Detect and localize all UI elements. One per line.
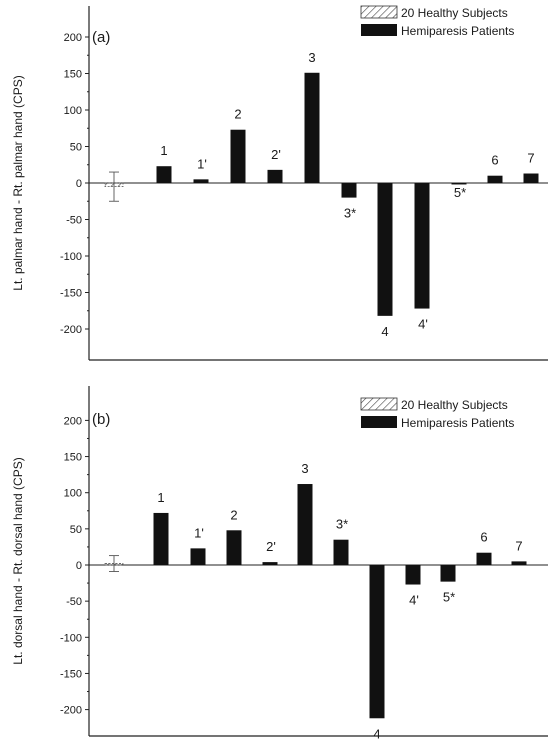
panel-label: (b) bbox=[92, 411, 110, 428]
y-tick-label: -50 bbox=[66, 596, 82, 608]
bar-patient-7 bbox=[369, 565, 385, 719]
bar-patient-11 bbox=[523, 173, 539, 183]
legend-label-patients: Hemiparesis Patients bbox=[401, 416, 514, 430]
bar-patient-3 bbox=[230, 129, 246, 183]
panel-label: (a) bbox=[92, 29, 110, 46]
bar-label-6: 3* bbox=[336, 517, 348, 532]
bar-label-8: 4' bbox=[418, 317, 428, 332]
bar-label-4: 2' bbox=[266, 539, 276, 554]
bar-patient-4 bbox=[267, 169, 283, 183]
bar-label-3: 2 bbox=[234, 107, 241, 122]
y-tick-label: -150 bbox=[60, 668, 82, 680]
bar-patient-2 bbox=[190, 548, 206, 565]
y-tick-label: 100 bbox=[64, 488, 82, 500]
bar-patient-5 bbox=[304, 72, 320, 183]
y-tick-label: -100 bbox=[60, 632, 82, 644]
bar-patient-6 bbox=[333, 539, 349, 565]
bar-patient-2 bbox=[193, 179, 209, 183]
y-tick-label: -200 bbox=[60, 324, 82, 336]
y-tick-label: -100 bbox=[60, 251, 82, 263]
bar-label-11: 7 bbox=[527, 151, 534, 166]
bar-label-7: 4 bbox=[373, 726, 380, 741]
legend-swatch-healthy bbox=[360, 397, 398, 411]
bar-label-11: 7 bbox=[515, 538, 522, 553]
legend-label-healthy: 20 Healthy Subjects bbox=[401, 6, 508, 20]
y-tick-label: -50 bbox=[66, 215, 82, 227]
y-tick-label: 50 bbox=[70, 524, 82, 536]
y-tick-label: 50 bbox=[70, 142, 82, 154]
bar-patient-8 bbox=[414, 183, 430, 309]
panel-b: 200 150 100 50 0 -50 -100 -150 -200 Lt. dorsal ha… bbox=[11, 386, 548, 741]
bar-patient-10 bbox=[476, 552, 492, 565]
legend-label-patients: Hemiparesis Patients bbox=[401, 24, 514, 38]
legend-swatch-patients bbox=[361, 416, 397, 428]
y-tick-label: -150 bbox=[60, 288, 82, 300]
bar-patient-4 bbox=[262, 562, 278, 565]
bar-label-4: 2' bbox=[271, 147, 281, 162]
legend-swatch-healthy bbox=[360, 5, 398, 19]
bar-patient-5 bbox=[297, 484, 313, 565]
bar-label-5: 3 bbox=[308, 50, 315, 65]
y-tick-label: 0 bbox=[76, 178, 82, 190]
y-tick-label: 150 bbox=[64, 69, 82, 81]
bar-label-2: 1' bbox=[197, 156, 207, 171]
y-tick-label: 100 bbox=[64, 105, 82, 117]
bar-patient-9 bbox=[440, 565, 456, 582]
bar-patient-1 bbox=[156, 166, 172, 183]
bar-patient-11 bbox=[511, 561, 527, 565]
legend-swatch-patients bbox=[361, 24, 397, 36]
bar-label-8: 4' bbox=[409, 593, 419, 608]
legend-label-healthy: 20 Healthy Subjects bbox=[401, 398, 508, 412]
bar-label-5: 3 bbox=[301, 461, 308, 476]
bar-label-1: 1 bbox=[157, 490, 164, 505]
bar-patient-3 bbox=[226, 530, 242, 565]
y-axis-label: Lt. palmar hand - Rt. palmar hand (CPS) bbox=[11, 75, 25, 290]
bar-label-7: 4 bbox=[381, 324, 388, 339]
bar-label-2: 1' bbox=[194, 525, 204, 540]
bar-label-3: 2 bbox=[230, 507, 237, 522]
y-tick-label: 150 bbox=[64, 452, 82, 464]
bar-label-10: 6 bbox=[480, 530, 487, 545]
bar-patient-1 bbox=[153, 512, 169, 565]
bar-label-6: 3* bbox=[344, 206, 356, 221]
bar-patient-6 bbox=[341, 183, 357, 198]
bar-patient-9 bbox=[451, 183, 467, 185]
bar-label-10: 6 bbox=[491, 153, 498, 168]
bar-patient-8 bbox=[405, 565, 421, 585]
y-tick-label: -200 bbox=[60, 705, 82, 717]
y-axis-label: Lt. dorsal hand - Rt. dorsal hand (CPS) bbox=[11, 457, 25, 664]
bar-patient-10 bbox=[487, 175, 503, 183]
y-tick-label: 200 bbox=[64, 32, 82, 44]
bar-label-9: 5* bbox=[454, 185, 466, 200]
bar-label-1: 1 bbox=[160, 143, 167, 158]
panel-a: 200 150 100 50 0 -50 -100 -150 -200 Lt. palmar ha… bbox=[11, 5, 548, 361]
y-tick-label: 0 bbox=[76, 560, 82, 572]
y-tick-label: 200 bbox=[64, 415, 82, 427]
bar-patient-7 bbox=[377, 183, 393, 316]
bar-label-9: 5* bbox=[443, 590, 455, 605]
